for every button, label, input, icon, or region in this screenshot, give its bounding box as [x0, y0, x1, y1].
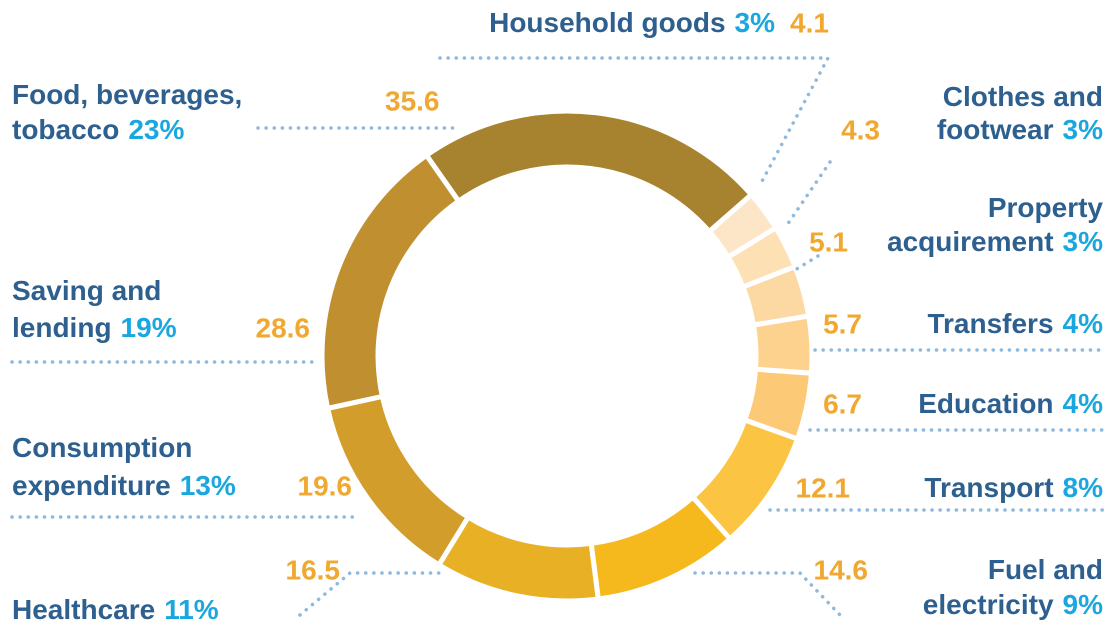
share-label: 4%: [1063, 388, 1104, 419]
slice-label: electricity 9%: [923, 589, 1103, 620]
share-label: 9%: [1063, 589, 1104, 620]
share-label: 4%: [1063, 308, 1104, 339]
slice-label: Healthcare 11%: [12, 594, 219, 625]
slice-label: Consumption: [12, 432, 192, 463]
slice-label: Transfers 4%: [927, 308, 1103, 339]
slice-label: Property: [988, 192, 1104, 223]
slice-label: acquirement 3%: [887, 226, 1103, 257]
category-name: Saving and: [12, 275, 161, 306]
category-name: expenditure: [12, 470, 171, 501]
leader-line: [693, 571, 842, 617]
category-name: Transfers: [927, 308, 1053, 339]
leader-line: [298, 571, 447, 617]
category-name: Household goods: [489, 7, 725, 38]
category-name: Healthcare: [12, 594, 155, 625]
slice-label: Saving and: [12, 275, 161, 306]
share-label: 13%: [180, 470, 236, 501]
slice: [750, 313, 815, 376]
slice-label: Education 4%: [918, 388, 1103, 419]
slice-label: Food, beverages,: [12, 79, 242, 110]
leader-line: [793, 254, 820, 272]
share-label: 3%: [735, 7, 776, 38]
category-name: electricity: [923, 589, 1054, 620]
slice-label: footwear 3%: [937, 114, 1103, 145]
value-label: 12.1: [796, 472, 851, 503]
slice-label: Fuel and: [988, 554, 1103, 585]
leader-line: [438, 56, 831, 187]
slice-label: Clothes and: [943, 81, 1103, 112]
value-label: 6.7: [823, 388, 862, 419]
category-name: Consumption: [12, 432, 192, 463]
category-name: Food, beverages,: [12, 79, 242, 110]
value-label: 4.3: [841, 114, 880, 145]
slice: [588, 493, 734, 602]
slice: [422, 108, 755, 236]
slice-label: Transport 8%: [924, 472, 1103, 503]
share-label: 3%: [1063, 114, 1104, 145]
slice-label: tobacco 23%: [12, 114, 185, 145]
slice-label: Household goods 3%: [489, 7, 775, 38]
share-label: 3%: [1063, 226, 1104, 257]
share-label: 8%: [1063, 472, 1104, 503]
leader-line: [783, 160, 832, 230]
category-name: Fuel and: [988, 554, 1103, 585]
value-label: 16.5: [286, 554, 341, 585]
slice-label: expenditure 13%: [12, 470, 236, 501]
share-label: 23%: [128, 114, 184, 145]
share-label: 11%: [164, 594, 219, 625]
value-label: 5.7: [823, 308, 862, 339]
value-label: 4.1: [790, 7, 829, 38]
category-name: tobacco: [12, 114, 119, 145]
value-label: 14.6: [814, 554, 869, 585]
share-label: 19%: [121, 312, 177, 343]
category-name: acquirement: [887, 226, 1054, 257]
category-name: Clothes and: [943, 81, 1103, 112]
category-name: Education: [918, 388, 1053, 419]
category-name: footwear: [937, 114, 1054, 145]
slice-label: lending 19%: [12, 312, 177, 343]
category-name: Property: [988, 192, 1104, 223]
value-label: 5.1: [809, 226, 848, 257]
category-name: lending: [12, 312, 112, 343]
value-label: 28.6: [256, 312, 311, 343]
category-name: Transport: [924, 472, 1053, 503]
value-label: 35.6: [385, 85, 440, 116]
value-label: 19.6: [298, 470, 353, 501]
slice: [319, 151, 463, 412]
